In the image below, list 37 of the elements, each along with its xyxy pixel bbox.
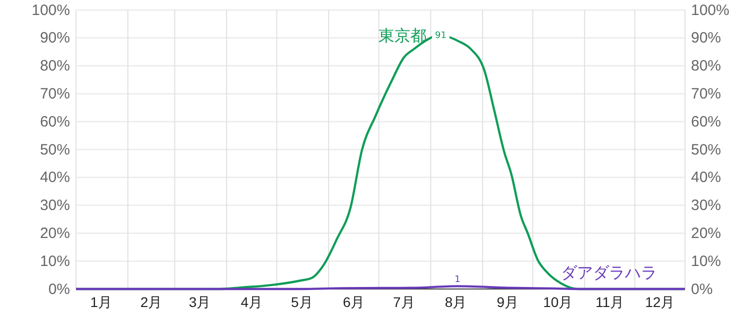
y-tick-label: 90% xyxy=(40,30,70,47)
x-tick-label: 10月 xyxy=(543,294,573,310)
y2-tick-label: 40% xyxy=(691,169,722,186)
y-tick-label: 30% xyxy=(40,197,70,214)
series-label: 東京都 xyxy=(378,26,427,46)
x-tick-label: 7月 xyxy=(393,294,415,310)
x-tick-label: 2月 xyxy=(140,294,162,310)
x-tick-label: 4月 xyxy=(240,294,263,310)
y2-tick-label: 20% xyxy=(691,225,722,242)
x-tick-label: 9月 xyxy=(496,294,519,310)
x-tick-label: 1月 xyxy=(90,294,112,310)
y2-tick-label: 50% xyxy=(691,141,722,158)
y-tick-label: 40% xyxy=(40,169,70,186)
y-tick-label: 60% xyxy=(40,113,70,130)
annotation: 1 xyxy=(454,275,460,286)
y-tick-label: 20% xyxy=(40,225,70,242)
x-tick-label: 12月 xyxy=(645,294,675,310)
y2-tick-label: 0% xyxy=(691,280,713,298)
y2-tick-label: 10% xyxy=(691,252,722,270)
series-label: ダアダラハラ xyxy=(560,263,657,282)
y2-tick-label: 100% xyxy=(691,2,730,19)
y2-tick-label: 80% xyxy=(691,58,722,75)
y-tick-label: 10% xyxy=(40,252,70,270)
y2-tick-label: 60% xyxy=(691,113,722,130)
y-tick-label: 50% xyxy=(40,141,70,158)
y-tick-label: 80% xyxy=(40,58,70,75)
y2-tick-label: 90% xyxy=(691,30,722,47)
x-tick-label: 5月 xyxy=(290,294,313,310)
y-tick-label: 100% xyxy=(32,2,70,19)
y2-tick-label: 30% xyxy=(691,197,722,214)
y-tick-label: 70% xyxy=(40,86,70,102)
x-tick-label: 3月 xyxy=(188,294,211,310)
y2-tick-label: 70% xyxy=(691,86,722,102)
x-tick-label: 6月 xyxy=(342,294,365,310)
y-tick-label: 0% xyxy=(48,280,70,298)
x-tick-label: 11月 xyxy=(595,294,624,310)
x-tick-label: 8月 xyxy=(444,294,467,310)
